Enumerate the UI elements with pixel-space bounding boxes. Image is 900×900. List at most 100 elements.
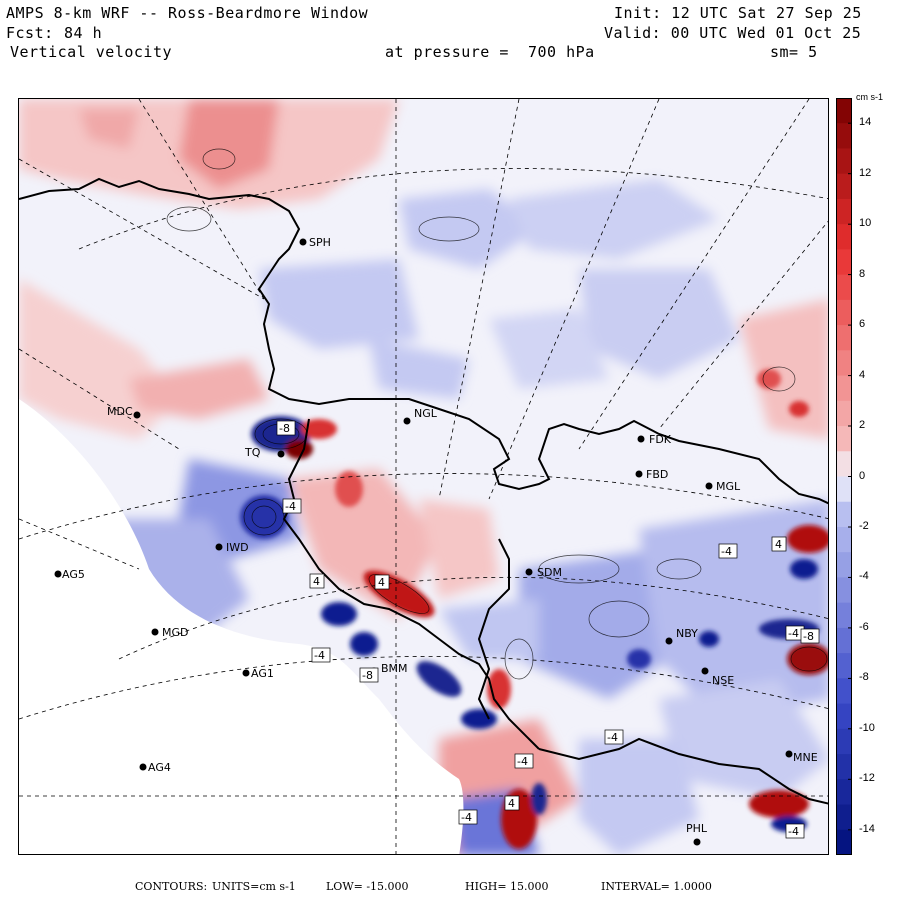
svg-text:-8: -8 bbox=[279, 422, 290, 435]
footer-units: UNITS=cm s-1 bbox=[212, 880, 296, 893]
model-title: AMPS 8-km WRF -- Ross-Beardmore Window bbox=[6, 4, 369, 22]
station-iwd: IWD bbox=[215, 541, 249, 554]
svg-text:-4: -4 bbox=[721, 545, 732, 558]
colorbar-segment bbox=[836, 299, 852, 326]
station-ag1: AG1 bbox=[242, 667, 274, 680]
station-mdc: MDC bbox=[107, 405, 141, 419]
colorbar-segment bbox=[836, 779, 852, 806]
forecast-label: Fcst: bbox=[6, 24, 54, 42]
colorbar-segment bbox=[836, 224, 852, 250]
colorbar-tick-label: 2 bbox=[859, 419, 866, 432]
svg-text:MGL: MGL bbox=[716, 480, 741, 493]
contour-label: -4 bbox=[785, 625, 805, 641]
colorbar-segment bbox=[836, 350, 852, 377]
colorbar-tick-label: 8 bbox=[859, 267, 866, 280]
colorbar-segment bbox=[836, 476, 852, 503]
svg-text:SPH: SPH bbox=[309, 236, 331, 249]
colorbar-segment bbox=[836, 198, 852, 225]
contour-label: -8 bbox=[800, 628, 820, 644]
contour-label: 4 bbox=[309, 573, 325, 589]
station-sph: SPH bbox=[299, 236, 331, 249]
station-nby: NBY bbox=[665, 627, 698, 645]
colorbar-units: cm s-1 bbox=[856, 92, 883, 102]
colorbar-segment bbox=[836, 274, 852, 301]
contour-label: -4 bbox=[311, 647, 331, 663]
contour-label: 4 bbox=[771, 536, 787, 552]
graticule bbox=[19, 99, 828, 854]
svg-text:BMM: BMM bbox=[381, 662, 408, 675]
svg-text:NBY: NBY bbox=[676, 627, 698, 640]
svg-text:-4: -4 bbox=[285, 500, 296, 513]
terrain-mask bbox=[19, 399, 464, 854]
station-ag5: AG5 bbox=[54, 568, 85, 581]
station-markers: SPH MDC NGL TQ FDK FBD MGL IWD AG5 SDM M… bbox=[54, 236, 818, 846]
svg-text:-4: -4 bbox=[517, 755, 528, 768]
colorbar-segment bbox=[836, 451, 852, 478]
footer-low: LOW= -15.000 bbox=[326, 880, 409, 893]
station-mgl: MGL bbox=[705, 480, 741, 493]
footer-high: HIGH= 15.000 bbox=[465, 880, 549, 893]
svg-text:4: 4 bbox=[508, 797, 515, 810]
station-tq: TQ bbox=[244, 446, 285, 459]
vertical-velocity-map: SPH MDC NGL TQ FDK FBD MGL IWD AG5 SDM M… bbox=[19, 99, 828, 854]
contour-label: -8 bbox=[276, 420, 296, 436]
contour-label: -4 bbox=[604, 729, 624, 745]
station-ngl: NGL bbox=[403, 407, 438, 425]
colorbar-segment bbox=[836, 148, 852, 175]
colorbar-segment bbox=[836, 728, 852, 755]
svg-text:4: 4 bbox=[313, 575, 320, 588]
contour-label: -4 bbox=[785, 823, 805, 839]
contour-label: 4 bbox=[504, 795, 520, 811]
colorbar-tick-label: -12 bbox=[859, 772, 875, 785]
colorbar-segment bbox=[836, 552, 852, 579]
svg-text:FBD: FBD bbox=[646, 468, 668, 481]
colorbar-segment bbox=[836, 627, 852, 654]
station-fdk: FDK bbox=[637, 433, 672, 446]
svg-text:-4: -4 bbox=[461, 811, 472, 824]
colorbar-tick-label: 4 bbox=[859, 368, 866, 381]
colorbar-segment bbox=[836, 325, 852, 351]
colorbar-tick-label: -10 bbox=[859, 721, 875, 734]
colorbar-segment bbox=[836, 577, 852, 604]
svg-text:-4: -4 bbox=[788, 825, 799, 838]
colorbar-segment bbox=[836, 653, 852, 679]
svg-text:SDM: SDM bbox=[537, 566, 562, 579]
colorbar-tick-label: 6 bbox=[859, 318, 866, 331]
station-mne: MNE bbox=[785, 750, 818, 764]
colorbar-segment bbox=[836, 375, 852, 402]
map-panel: SPH MDC NGL TQ FDK FBD MGL IWD AG5 SDM M… bbox=[18, 98, 829, 855]
colorbar-tick-label: 10 bbox=[859, 217, 872, 230]
colorbar-segment bbox=[836, 400, 852, 427]
station-sdm: SDM bbox=[525, 566, 562, 579]
colorbar-tick-label: -6 bbox=[859, 620, 869, 633]
svg-text:-4: -4 bbox=[607, 731, 618, 744]
colorbar-segment bbox=[836, 173, 852, 200]
contour-label: 4 bbox=[374, 574, 390, 590]
colorbar-segment bbox=[836, 249, 852, 276]
contour-label: -4 bbox=[458, 809, 478, 825]
svg-text:4: 4 bbox=[378, 576, 385, 589]
colorbar-tick-label: -14 bbox=[859, 822, 875, 835]
svg-text:NGL: NGL bbox=[414, 407, 438, 420]
svg-text:-8: -8 bbox=[803, 630, 814, 643]
station-fbd: FBD bbox=[635, 468, 668, 481]
svg-text:FDK: FDK bbox=[649, 433, 672, 446]
colorbar-tick-label: 0 bbox=[859, 469, 866, 482]
svg-text:AG1: AG1 bbox=[251, 667, 274, 680]
colorbar-segment bbox=[836, 526, 852, 553]
colorbar-segment bbox=[836, 754, 852, 780]
colorbar-tick-label: 14 bbox=[859, 116, 872, 129]
station-phl: PHL bbox=[686, 822, 708, 846]
svg-text:4: 4 bbox=[775, 538, 782, 551]
station-ag4: AG4 bbox=[139, 761, 171, 774]
colorbar-tick-label: -8 bbox=[859, 671, 869, 684]
contour-label: -8 bbox=[359, 667, 379, 683]
svg-text:-4: -4 bbox=[788, 627, 799, 640]
colorbar-tick-label: -4 bbox=[859, 570, 869, 583]
svg-text:NSE: NSE bbox=[712, 674, 734, 687]
valid-time: Valid: 00 UTC Wed 01 Oct 25 bbox=[604, 24, 862, 42]
contour-label: -4 bbox=[282, 498, 302, 514]
colorbar-tick-label: -2 bbox=[859, 519, 869, 532]
svg-text:-8: -8 bbox=[362, 669, 373, 682]
contour-labels: -4 4 4 -4 -8 -4 -4 -4 -4 4 -4 4 -4 -8 -8 bbox=[276, 420, 820, 839]
